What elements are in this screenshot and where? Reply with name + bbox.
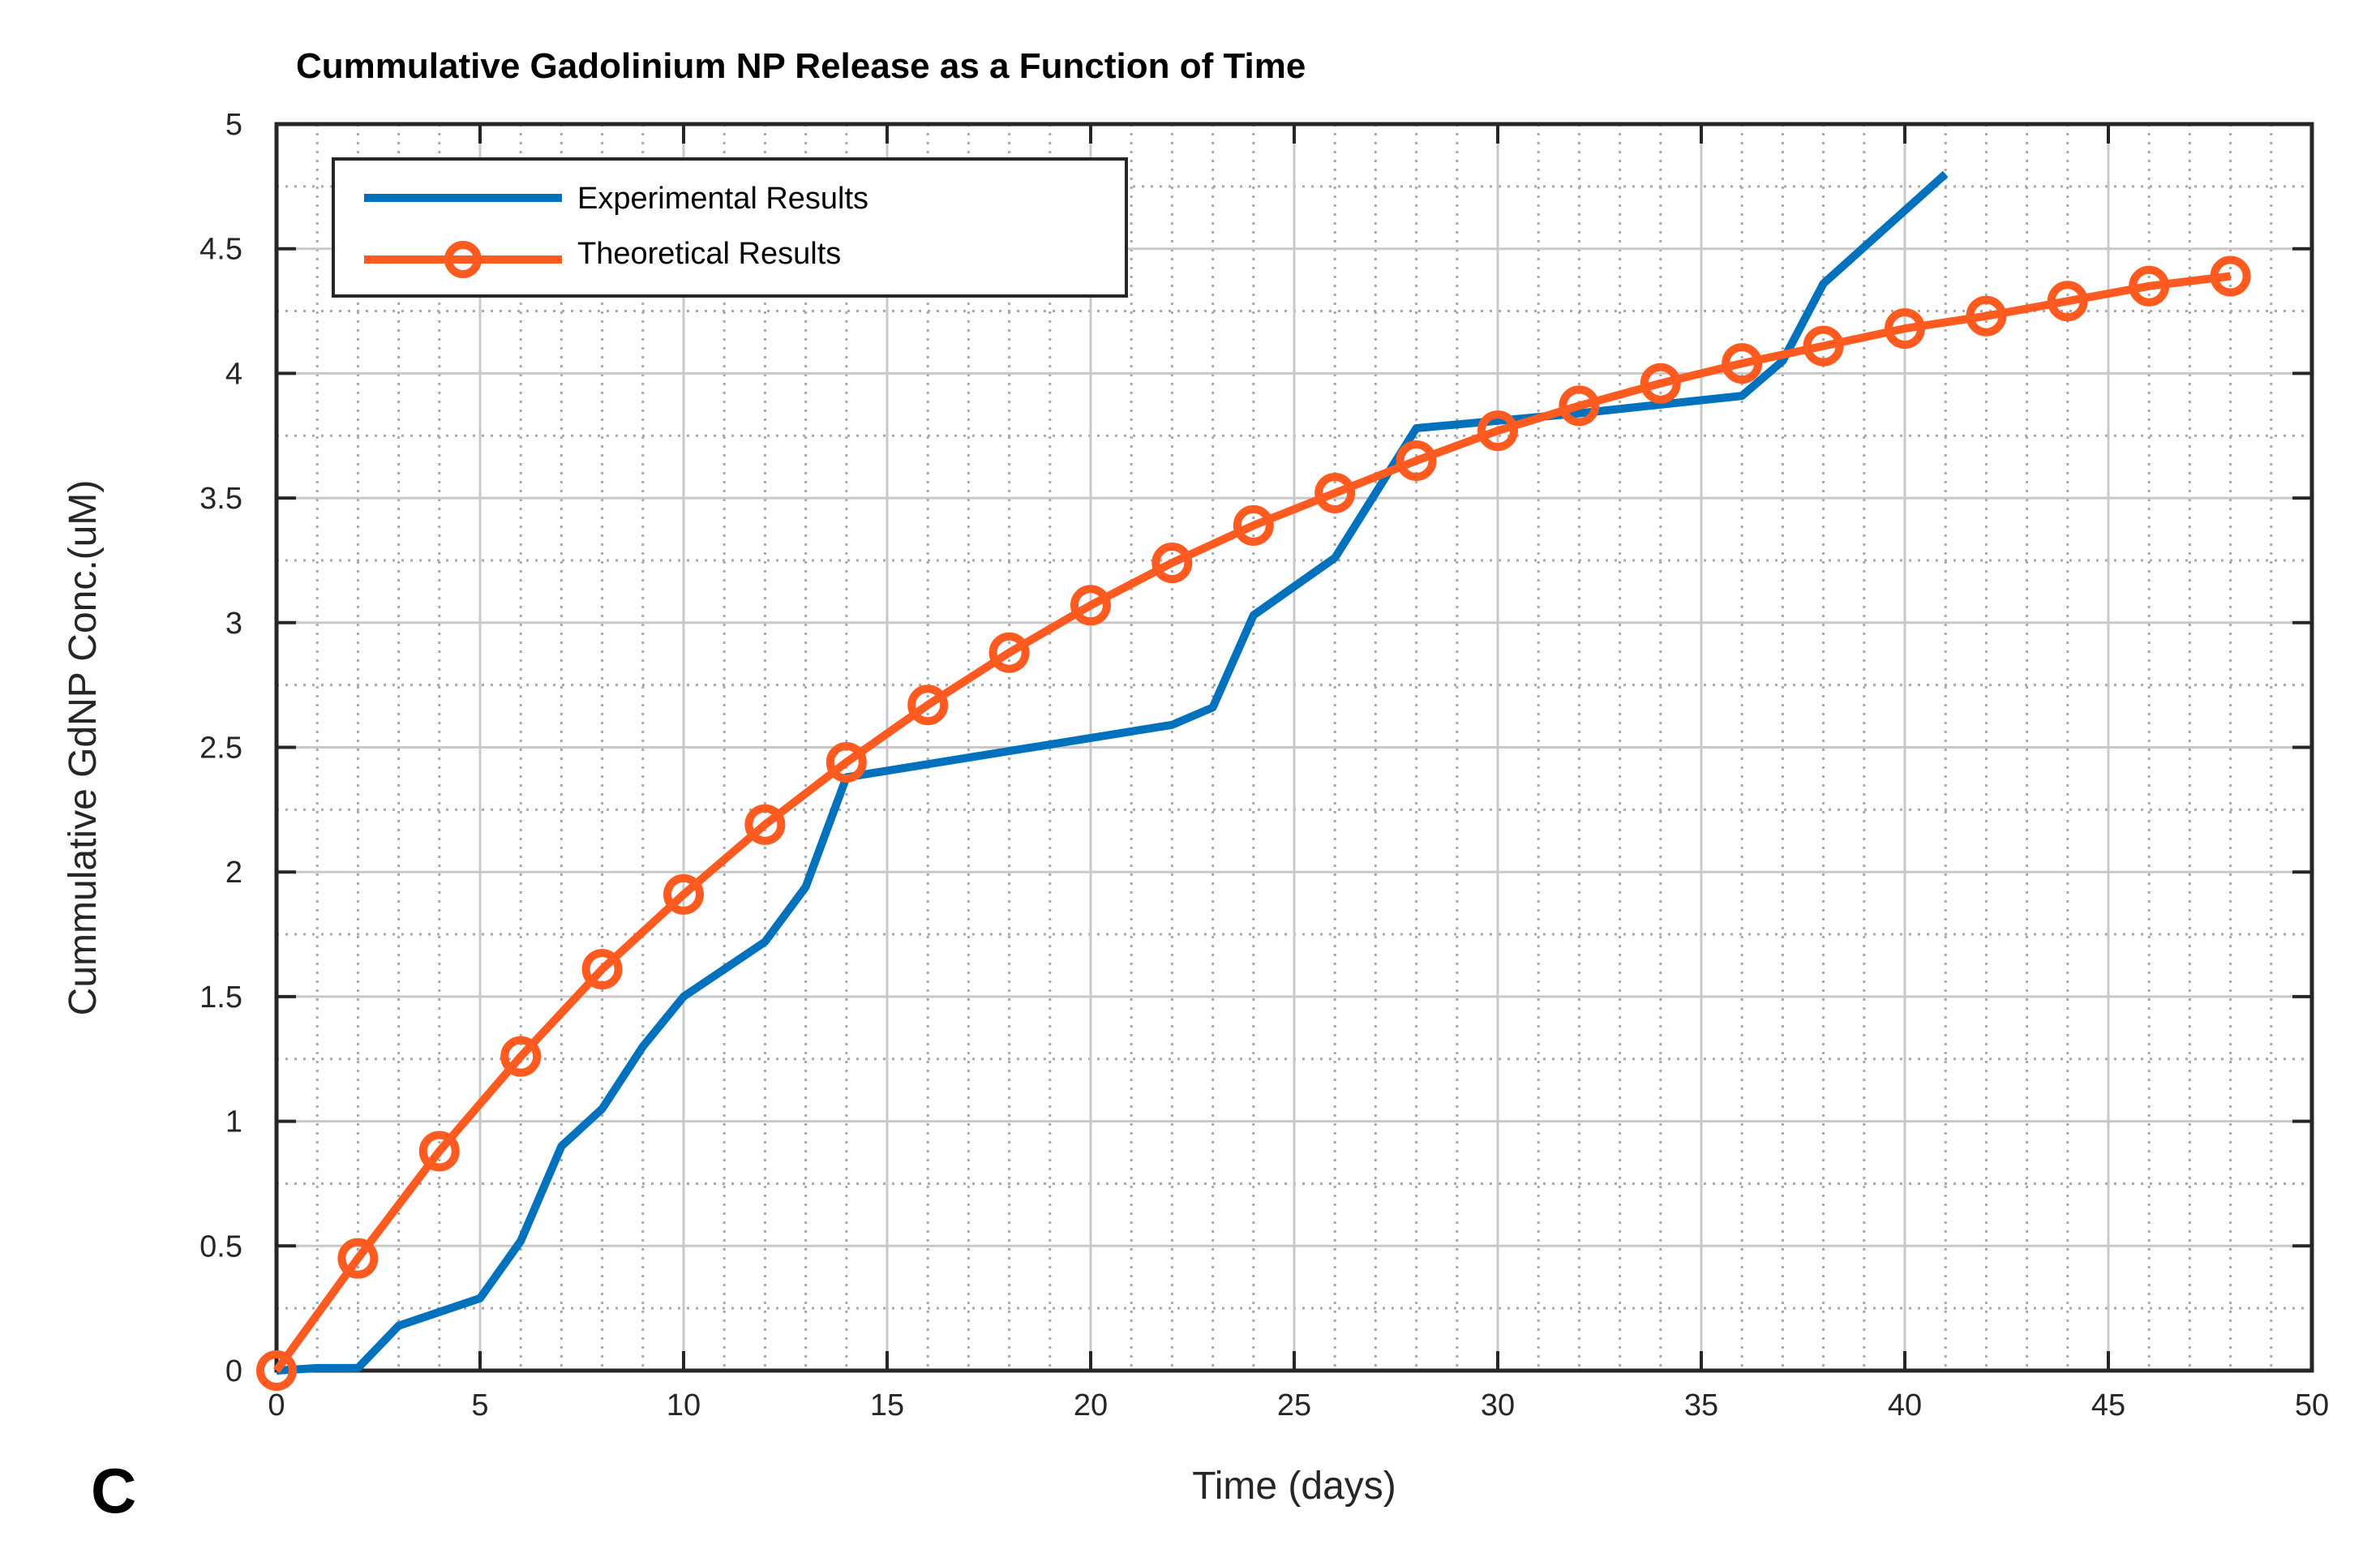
data-point-theoretical-results xyxy=(500,1036,542,1077)
y-tick-label: 0 xyxy=(225,1354,242,1388)
data-point-theoretical-results xyxy=(744,804,786,845)
x-axis-label: Time (days) xyxy=(1192,1465,1396,1508)
x-tick-label: 10 xyxy=(667,1388,701,1422)
data-point-theoretical-results xyxy=(907,684,949,726)
data-point-theoretical-results xyxy=(1151,543,1193,584)
series-layer xyxy=(256,170,2251,1391)
series-line-experimental-results xyxy=(276,170,1949,1375)
x-tick-labels: 0 5 10 15 20 25 30 35 40 45 50 xyxy=(268,1388,2329,1422)
data-point-theoretical-results xyxy=(1070,585,1111,626)
x-tick-label: 50 xyxy=(2295,1388,2329,1422)
x-tick-label: 0 xyxy=(268,1388,285,1422)
data-point-theoretical-results xyxy=(337,1238,379,1279)
y-tick-label: 5 xyxy=(225,108,242,142)
x-tick-label: 5 xyxy=(471,1388,488,1422)
y-tick-labels: 0 0.5 1 1.5 2 2.5 3 3.5 4 4.5 5 xyxy=(199,108,242,1388)
x-tick-label: 35 xyxy=(1684,1388,1718,1422)
data-point-theoretical-results xyxy=(1396,440,1437,481)
legend: Experimental Results Theoretical Results xyxy=(332,157,1128,298)
data-point-theoretical-results xyxy=(1722,343,1763,384)
x-tick-label: 20 xyxy=(1074,1388,1108,1422)
y-tick-label: 0.5 xyxy=(199,1229,242,1264)
data-point-theoretical-results xyxy=(2047,281,2088,322)
x-tick-label: 40 xyxy=(1888,1388,1922,1422)
data-point-theoretical-results xyxy=(418,1131,460,1172)
data-point-theoretical-results xyxy=(256,1350,297,1391)
data-point-theoretical-results xyxy=(581,949,623,990)
legend-label-theoretical: Theoretical Results xyxy=(577,237,841,271)
legend-label-experimental: Experimental Results xyxy=(577,182,868,216)
data-point-theoretical-results xyxy=(1559,385,1600,427)
x-tick-label: 45 xyxy=(2091,1388,2125,1422)
data-point-theoretical-results xyxy=(1885,308,1925,350)
y-tick-label: 3 xyxy=(225,607,242,641)
x-tick-label: 30 xyxy=(1481,1388,1515,1422)
y-tick-label: 1 xyxy=(225,1105,242,1139)
data-point-theoretical-results xyxy=(2129,265,2170,307)
data-point-theoretical-results xyxy=(1803,325,1844,367)
data-point-theoretical-results xyxy=(1233,504,1274,546)
y-tick-label: 1.5 xyxy=(199,980,242,1015)
x-tick-label: 15 xyxy=(870,1388,904,1422)
legend-box xyxy=(332,157,1128,298)
data-point-theoretical-results xyxy=(988,632,1030,673)
data-point-theoretical-results xyxy=(825,741,867,783)
data-point-theoretical-results xyxy=(663,873,704,915)
y-tick-label: 4 xyxy=(225,357,242,391)
data-point-theoretical-results xyxy=(1966,295,2007,337)
y-axis-label: Cummulative GdNP Conc.(uM) xyxy=(62,480,105,1016)
series-line-theoretical-results xyxy=(272,272,2232,1373)
y-tick-label: 2 xyxy=(225,856,242,890)
data-point-theoretical-results xyxy=(2210,255,2251,297)
data-point-theoretical-results xyxy=(1314,472,1356,513)
y-tick-label: 3.5 xyxy=(199,482,242,516)
y-tick-label: 2.5 xyxy=(199,732,242,766)
y-tick-label: 4.5 xyxy=(199,233,242,267)
chart-title: Cummulative Gadolinium NP Release as a F… xyxy=(296,46,1306,86)
legend-marker-theoretical xyxy=(444,241,482,278)
x-tick-label: 25 xyxy=(1277,1388,1311,1422)
axes xyxy=(274,122,2314,1373)
data-point-theoretical-results xyxy=(1477,410,1518,452)
data-point-theoretical-results xyxy=(1640,363,1681,404)
panel-label: C xyxy=(91,1455,136,1526)
